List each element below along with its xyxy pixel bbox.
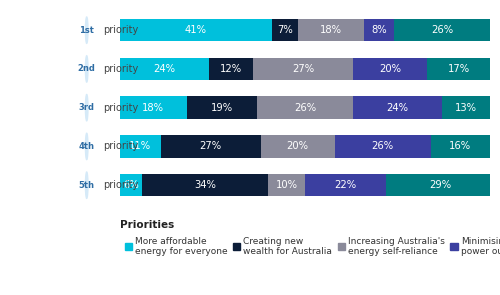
Text: 29%: 29% (429, 180, 451, 190)
Bar (209, 58, 253, 80)
Bar (120, 174, 142, 196)
Text: 4th: 4th (78, 142, 94, 151)
Text: 34%: 34% (194, 180, 216, 190)
Text: 18%: 18% (142, 103, 165, 113)
Bar (394, 19, 490, 41)
Circle shape (86, 56, 88, 82)
Bar (120, 96, 186, 119)
Text: 18%: 18% (320, 25, 342, 35)
Bar (364, 19, 394, 41)
Legend: More affordable
energy for everyone, Creating new
wealth for Australia, Increasi: More affordable energy for everyone, Cre… (124, 237, 500, 256)
Text: priority: priority (104, 141, 138, 151)
Text: 3rd: 3rd (78, 103, 94, 112)
Text: 12%: 12% (220, 64, 242, 74)
Bar (305, 174, 386, 196)
Text: priority: priority (104, 180, 138, 190)
Bar (442, 96, 490, 119)
Bar (334, 135, 431, 158)
Text: 8%: 8% (371, 25, 387, 35)
Text: 10%: 10% (276, 180, 297, 190)
Text: 22%: 22% (334, 180, 357, 190)
Bar (260, 135, 334, 158)
Bar (142, 174, 268, 196)
Bar (253, 58, 353, 80)
Circle shape (86, 17, 88, 43)
Text: 6%: 6% (123, 180, 139, 190)
Bar (427, 58, 490, 80)
Text: 17%: 17% (448, 64, 469, 74)
Text: priority: priority (104, 103, 138, 113)
Bar (120, 135, 160, 158)
Text: 7%: 7% (277, 25, 292, 35)
Text: 19%: 19% (210, 103, 233, 113)
Circle shape (86, 94, 88, 121)
Bar (386, 174, 494, 196)
Text: 11%: 11% (130, 141, 152, 151)
Text: 5th: 5th (78, 181, 94, 190)
Text: 16%: 16% (450, 141, 471, 151)
Text: 24%: 24% (154, 64, 176, 74)
Text: 2nd: 2nd (78, 64, 96, 73)
Bar (120, 19, 272, 41)
Text: 1st: 1st (80, 26, 94, 35)
Bar (272, 19, 297, 41)
Bar (353, 58, 427, 80)
Text: 26%: 26% (431, 25, 453, 35)
Bar (431, 135, 490, 158)
Text: priority: priority (104, 64, 138, 74)
Text: 27%: 27% (200, 141, 222, 151)
Text: 41%: 41% (185, 25, 207, 35)
Text: 26%: 26% (372, 141, 394, 151)
Text: 20%: 20% (286, 141, 308, 151)
Text: 26%: 26% (294, 103, 316, 113)
Text: 13%: 13% (455, 103, 477, 113)
Circle shape (86, 172, 88, 198)
Bar (257, 96, 353, 119)
Bar (186, 96, 257, 119)
Bar (120, 58, 209, 80)
Bar (353, 96, 442, 119)
Text: Priorities: Priorities (120, 220, 174, 230)
Text: 20%: 20% (379, 64, 401, 74)
Text: priority: priority (104, 25, 138, 35)
Text: 24%: 24% (386, 103, 408, 113)
Circle shape (86, 133, 88, 160)
Bar (298, 19, 364, 41)
Bar (268, 174, 305, 196)
Text: 27%: 27% (292, 64, 314, 74)
Bar (160, 135, 260, 158)
